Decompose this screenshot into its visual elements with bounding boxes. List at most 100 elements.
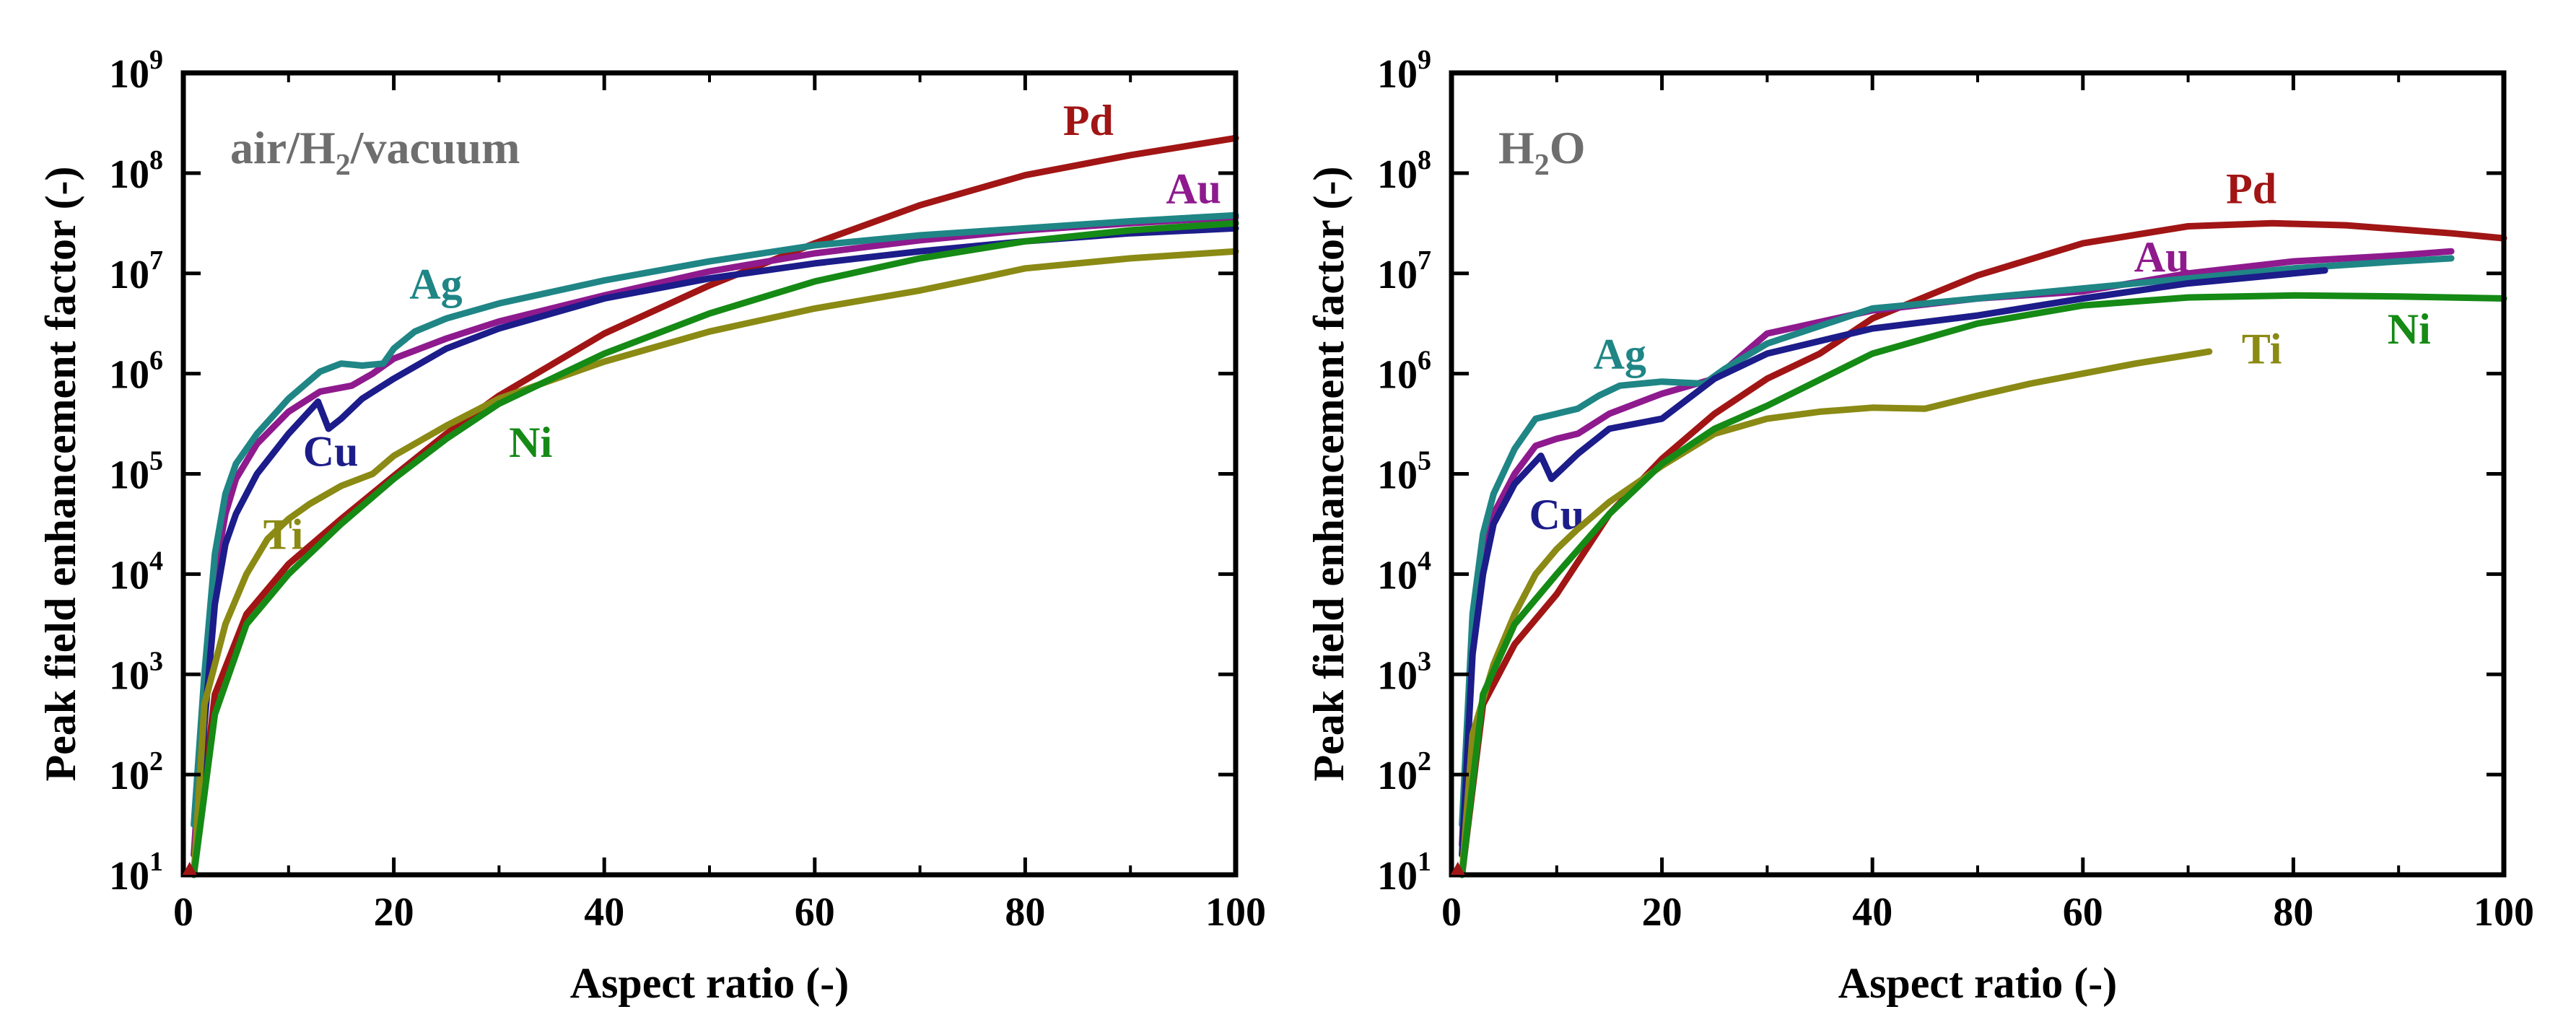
series-label-pd: Pd — [1063, 97, 1114, 144]
x-tick-label: 0 — [173, 890, 193, 935]
y-tick-exponent: 2 — [1418, 746, 1431, 777]
y-tick-base: 10 — [109, 253, 149, 297]
annotation-subscript: 2 — [1534, 149, 1550, 182]
y-tick-base: 10 — [109, 52, 149, 97]
annotation-subscript: 2 — [336, 149, 351, 182]
annotation-part: air/H — [230, 122, 336, 173]
series-line-cu — [1459, 267, 2328, 858]
y-tick-exponent: 8 — [149, 145, 163, 175]
series-line-ag — [191, 211, 1239, 829]
environment-annotation: air/H2/vacuum — [230, 122, 520, 182]
y-tick-base: 10 — [1377, 854, 1418, 899]
series-label-cu: Cu — [303, 427, 359, 475]
y-tick-label: 101 — [1377, 847, 1431, 899]
series-label-ni: Ni — [2388, 305, 2431, 353]
y-tick-base: 10 — [1377, 754, 1418, 798]
y-tick-exponent: 7 — [149, 245, 163, 276]
y-tick-base: 10 — [1377, 553, 1418, 598]
plot-frame — [1449, 70, 2507, 878]
y-tick-base: 10 — [1377, 152, 1418, 197]
y-tick-base: 10 — [109, 854, 149, 899]
y-tick-base: 10 — [109, 353, 149, 398]
x-tick-label: 0 — [1441, 890, 1462, 935]
x-tick-label: 60 — [2063, 890, 2103, 935]
y-tick-exponent: 7 — [1418, 245, 1431, 276]
series-line-ni — [191, 219, 1239, 878]
y-tick-label: 104 — [109, 546, 163, 598]
y-tick-base: 10 — [109, 152, 149, 197]
y-tick-exponent: 5 — [1418, 446, 1431, 476]
y-tick-label: 105 — [1377, 446, 1431, 498]
y-tick-exponent: 6 — [1418, 346, 1431, 376]
series-line-ni — [1459, 292, 2507, 878]
y-tick-exponent: 3 — [149, 646, 163, 676]
y-tick-label: 102 — [109, 746, 163, 798]
y-tick-label: 101 — [109, 847, 163, 899]
y-tick-label: 107 — [1377, 245, 1431, 297]
x-axis-title: Aspect ratio (-) — [1838, 959, 2118, 1007]
series-label-ag: Ag — [409, 260, 462, 307]
series-line-ti — [1459, 348, 2213, 878]
y-tick-exponent: 6 — [149, 346, 163, 376]
y-tick-base: 10 — [1377, 353, 1418, 398]
y-tick-label: 109 — [1377, 45, 1431, 97]
x-tick-label: 40 — [584, 890, 624, 935]
y-tick-exponent: 8 — [1418, 145, 1431, 175]
y-tick-label: 102 — [1377, 746, 1431, 798]
x-tick-label: 20 — [374, 890, 414, 935]
y-tick-exponent: 9 — [149, 45, 163, 75]
y-tick-label: 106 — [109, 346, 163, 398]
x-tick-label: 60 — [795, 890, 835, 935]
y-tick-exponent: 1 — [149, 847, 163, 877]
x-tick-label: 40 — [1852, 890, 1892, 935]
y-tick-exponent: 4 — [149, 546, 163, 576]
y-tick-exponent: 2 — [149, 746, 163, 777]
y-tick-label: 103 — [109, 646, 163, 698]
y-tick-label: 107 — [109, 245, 163, 297]
series-line-ag — [1459, 255, 2455, 829]
y-tick-exponent: 9 — [1418, 45, 1431, 75]
y-tick-label: 108 — [109, 145, 163, 197]
series-label-au: Au — [2134, 233, 2190, 281]
y-tick-exponent: 5 — [149, 446, 163, 476]
y-tick-base: 10 — [1377, 453, 1418, 498]
series-line-au — [1459, 248, 2455, 848]
series-label-au: Au — [1166, 165, 1221, 212]
y-tick-base: 10 — [109, 754, 149, 798]
series-line-pd — [191, 134, 1239, 878]
y-tick-label: 108 — [1377, 145, 1431, 197]
y-tick-label: 105 — [109, 446, 163, 498]
y-tick-label: 103 — [1377, 646, 1431, 698]
series-line-cu — [191, 224, 1239, 878]
x-tick-label: 100 — [1205, 890, 1266, 935]
y-tick-base: 10 — [1377, 653, 1418, 698]
y-tick-base: 10 — [1377, 52, 1418, 97]
x-axis-title: Aspect ratio (-) — [570, 959, 850, 1007]
series-label-ag: Ag — [1594, 331, 1646, 378]
y-tick-base: 10 — [109, 653, 149, 698]
annotation-part: /vacuum — [350, 122, 520, 173]
y-axis-title: Peak field enhancement factor (-) — [37, 166, 84, 781]
y-tick-base: 10 — [109, 553, 149, 598]
series-label-ti: Ti — [2242, 326, 2282, 373]
x-tick-label: 20 — [1642, 890, 1682, 935]
y-tick-label: 104 — [1377, 546, 1431, 598]
series-label-ti: Ti — [263, 511, 304, 559]
y-tick-exponent: 4 — [1418, 546, 1431, 576]
y-tick-label: 106 — [1377, 346, 1431, 398]
series-label-pd: Pd — [2226, 165, 2276, 212]
annotation-part: H — [1498, 122, 1534, 173]
y-tick-base: 10 — [1377, 253, 1418, 297]
environment-annotation: H2O — [1498, 122, 1586, 182]
x-tick-label: 80 — [1005, 890, 1045, 935]
y-tick-base: 10 — [109, 453, 149, 498]
y-tick-label: 109 — [109, 45, 163, 97]
origin-marker — [1450, 862, 1465, 875]
x-tick-label: 80 — [2273, 890, 2313, 935]
origin-marker — [182, 862, 197, 875]
series-line-ti — [191, 248, 1239, 878]
y-tick-exponent: 1 — [1418, 847, 1431, 877]
